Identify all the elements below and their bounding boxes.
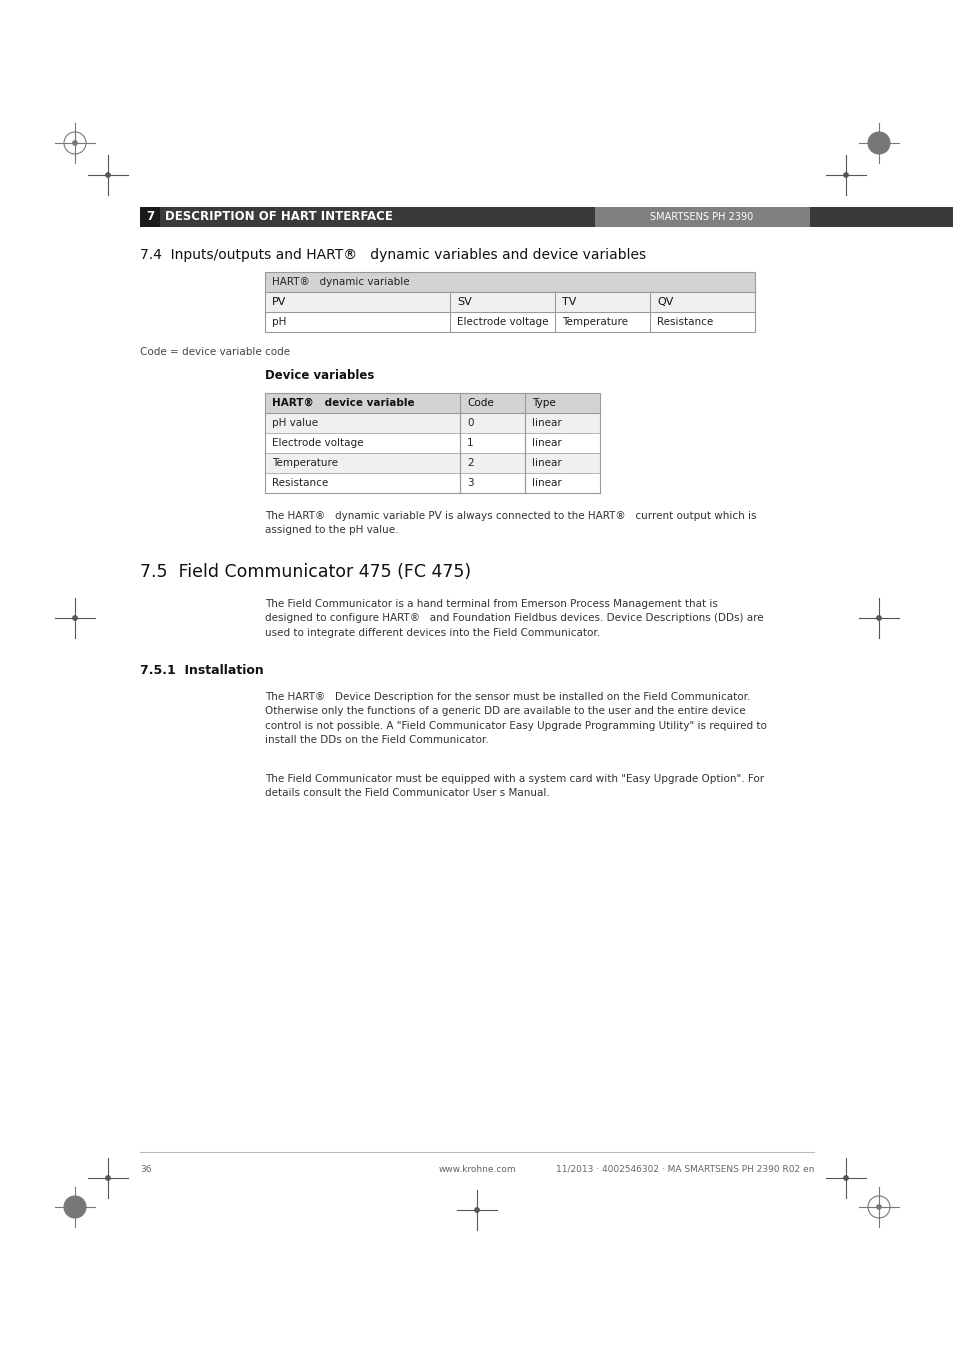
Bar <box>265 292 754 312</box>
Bar <box>265 271 754 332</box>
Text: The HART®   dynamic variable PV is always connected to the HART®   current outpu: The HART® dynamic variable PV is always … <box>265 512 756 536</box>
Text: Temperature: Temperature <box>561 317 627 327</box>
Text: 7: 7 <box>146 211 153 224</box>
Text: 1: 1 <box>467 437 473 448</box>
Circle shape <box>867 132 889 154</box>
Text: linear: linear <box>532 437 561 448</box>
Bar <box>265 271 754 292</box>
Text: The Field Communicator must be equipped with a system card with "Easy Upgrade Op: The Field Communicator must be equipped … <box>265 774 763 798</box>
Text: 3: 3 <box>467 478 473 487</box>
Text: HART®   device variable: HART® device variable <box>272 398 415 408</box>
Text: 7.5  Field Communicator 475 (FC 475): 7.5 Field Communicator 475 (FC 475) <box>140 563 471 580</box>
Text: SMARTSENS PH 2390: SMARTSENS PH 2390 <box>650 212 753 221</box>
Text: The Field Communicator is a hand terminal from Emerson Process Management that i: The Field Communicator is a hand termina… <box>265 599 762 637</box>
Bar <box>140 207 160 227</box>
Circle shape <box>842 173 847 177</box>
Text: 0: 0 <box>467 418 473 428</box>
Text: DESCRIPTION OF HART INTERFACE: DESCRIPTION OF HART INTERFACE <box>165 211 393 224</box>
Text: linear: linear <box>532 458 561 468</box>
Circle shape <box>72 1204 77 1210</box>
Text: linear: linear <box>532 418 561 428</box>
Text: PV: PV <box>272 297 286 306</box>
Circle shape <box>106 173 111 177</box>
Text: Resistance: Resistance <box>272 478 328 487</box>
Text: Device variables: Device variables <box>265 369 374 382</box>
Circle shape <box>876 616 881 621</box>
Text: QV: QV <box>657 297 673 306</box>
Circle shape <box>106 1176 111 1180</box>
Bar <box>595 207 809 227</box>
Text: Code: Code <box>467 398 494 408</box>
Text: Electrode voltage: Electrode voltage <box>272 437 363 448</box>
Circle shape <box>876 140 881 146</box>
Text: 7.4  Inputs/outputs and HART®   dynamic variables and device variables: 7.4 Inputs/outputs and HART® dynamic var… <box>140 248 645 262</box>
Circle shape <box>72 140 77 146</box>
Text: 11/2013 · 4002546302 · MA SMARTSENS PH 2390 R02 en: 11/2013 · 4002546302 · MA SMARTSENS PH 2… <box>555 1165 813 1174</box>
Bar <box>265 393 599 493</box>
Text: SV: SV <box>456 297 471 306</box>
Bar <box>140 207 595 227</box>
Text: 2: 2 <box>467 458 473 468</box>
Circle shape <box>876 1204 881 1210</box>
Text: 7.5.1  Installation: 7.5.1 Installation <box>140 664 263 676</box>
Text: pH value: pH value <box>272 418 317 428</box>
Bar <box>809 207 953 227</box>
Bar <box>265 312 754 332</box>
Bar <box>265 472 599 493</box>
Bar <box>265 454 599 472</box>
Circle shape <box>842 1176 847 1180</box>
Text: www.krohne.com: www.krohne.com <box>437 1165 516 1174</box>
Text: TV: TV <box>561 297 576 306</box>
Bar <box>265 433 599 454</box>
Text: Electrode voltage: Electrode voltage <box>456 317 548 327</box>
Text: The HART®   Device Description for the sensor must be installed on the Field Com: The HART® Device Description for the sen… <box>265 693 766 745</box>
Circle shape <box>474 1207 479 1212</box>
Bar <box>265 393 599 413</box>
Text: 36: 36 <box>140 1165 152 1174</box>
Text: Resistance: Resistance <box>657 317 713 327</box>
Text: Code = device variable code: Code = device variable code <box>140 347 290 356</box>
Text: pH: pH <box>272 317 286 327</box>
Circle shape <box>72 616 77 621</box>
Bar <box>265 413 599 433</box>
Text: Type: Type <box>532 398 556 408</box>
Text: HART®   dynamic variable: HART® dynamic variable <box>272 277 409 288</box>
Circle shape <box>64 1196 86 1218</box>
Text: linear: linear <box>532 478 561 487</box>
Text: Temperature: Temperature <box>272 458 337 468</box>
